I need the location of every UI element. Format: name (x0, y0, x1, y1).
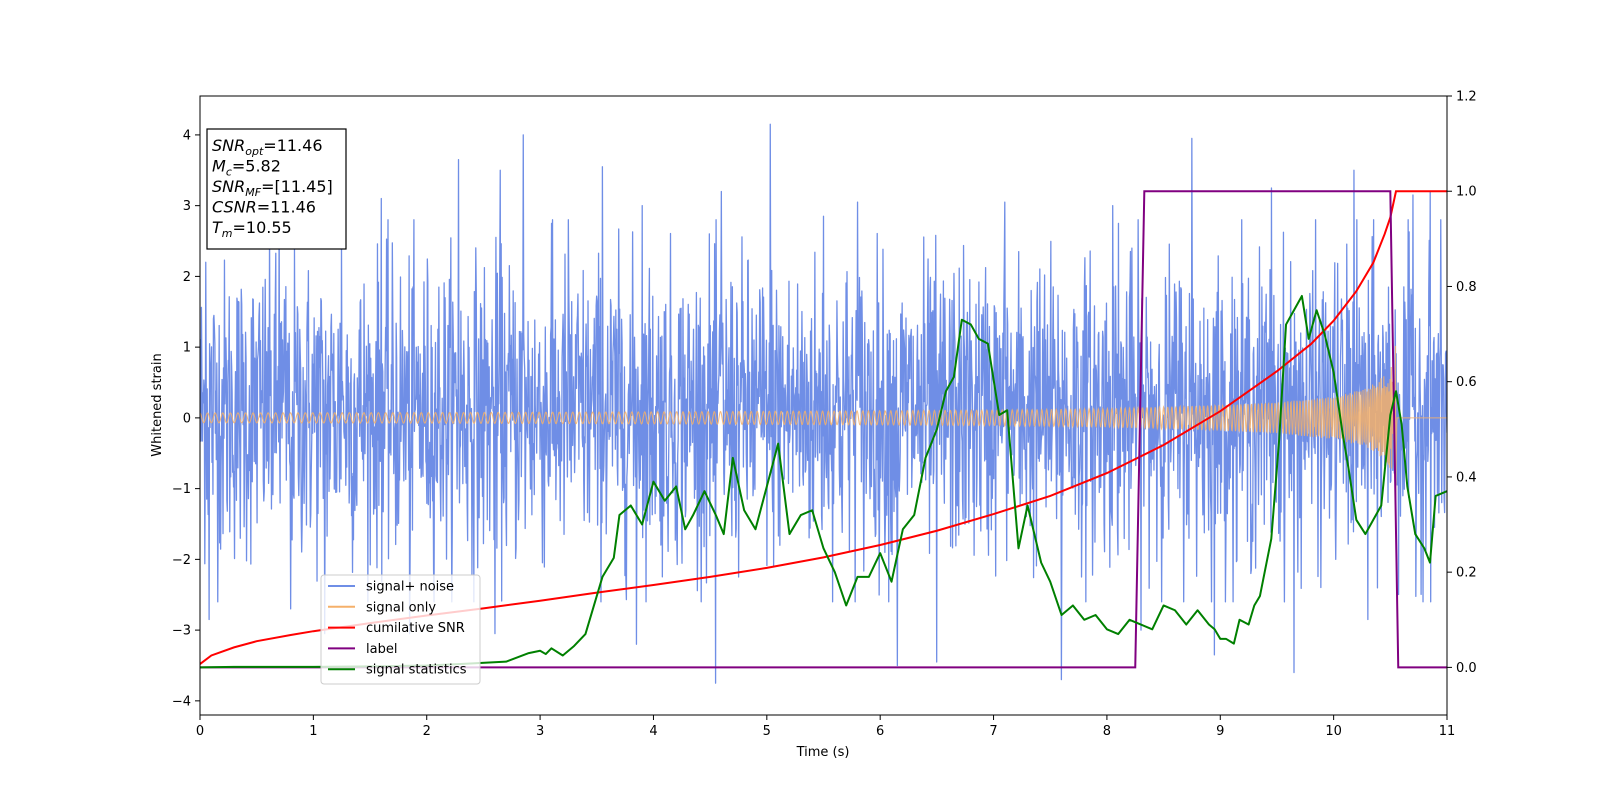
y2-tick-label: 1.2 (1456, 90, 1477, 105)
y-tick-label: 2 (183, 270, 191, 285)
y2-tick-label: 0.6 (1456, 375, 1477, 390)
y-axis-label: Whitened strain (150, 353, 165, 456)
y-tick-label: 3 (183, 199, 191, 214)
y-tick-label: 4 (183, 128, 191, 143)
legend-entry-label: signal+ noise (366, 580, 454, 595)
x-tick-label: 7 (989, 724, 997, 739)
y2-tick-label: 0.0 (1456, 661, 1477, 676)
x-tick-label: 3 (536, 724, 544, 739)
x-tick-label: 11 (1439, 724, 1456, 739)
x-tick-label: 0 (196, 724, 204, 739)
y-tick-label: −1 (172, 482, 191, 497)
y2-tick-label: 0.4 (1456, 470, 1477, 485)
y-tick-label: −3 (172, 624, 191, 639)
x-tick-label: 1 (309, 724, 317, 739)
legend-entry-label: signal only (366, 600, 436, 615)
series-signal-noise (200, 123, 1447, 684)
annotation-line: CSNR=11.46 (212, 198, 316, 217)
legend-entry-label: signal statistics (366, 663, 467, 678)
y-tick-label: −2 (172, 553, 191, 568)
y-tick-label: −4 (172, 694, 191, 709)
legend-entry-label: label (366, 642, 397, 657)
series-signal-only (200, 345, 1447, 500)
x-tick-label: 5 (763, 724, 771, 739)
series-signal-statistics (200, 294, 1447, 669)
y-axis: −4 −3 −2 −1 0 1 2 3 4 (172, 128, 200, 709)
x-tick-label: 10 (1325, 724, 1342, 739)
x-axis-label: Time (s) (796, 745, 850, 760)
y2-tick-label: 0.2 (1456, 566, 1477, 581)
legend-entry-label: cumilative SNR (366, 621, 465, 636)
y2-tick-label: 0.8 (1456, 280, 1477, 295)
annotation-line: Tm=10.55 (212, 218, 292, 240)
x-axis: 0 1 2 3 4 5 6 7 8 9 10 11 (196, 715, 1455, 739)
x-tick-label: 9 (1216, 724, 1224, 739)
plot-area (200, 123, 1447, 684)
annotation-line: SNRopt=11.46 (212, 136, 323, 158)
y2-tick-label: 1.0 (1456, 185, 1477, 200)
y-tick-label: 0 (183, 411, 191, 426)
x-tick-label: 8 (1103, 724, 1111, 739)
stats-annotation-box: SNRopt=11.46Mc=5.82SNRMF=[11.45]CSNR=11.… (206, 128, 347, 250)
x-tick-label: 6 (876, 724, 884, 739)
series-cumulative-snr (200, 190, 1447, 665)
annotation-line: SNRMF=[11.45] (212, 177, 333, 199)
annotation-box (206, 128, 347, 250)
x-tick-label: 2 (423, 724, 431, 739)
legend: signal+ noise signal only cumilative SNR la… (320, 574, 481, 685)
y2-axis: 0.0 0.2 0.4 0.6 0.8 1.0 1.2 (1447, 90, 1477, 676)
axes-frame (199, 95, 1448, 716)
y-tick-label: 1 (183, 341, 191, 356)
x-tick-label: 4 (649, 724, 657, 739)
annotation-line: Mc=5.82 (212, 157, 281, 179)
series-label (200, 190, 1447, 669)
legend-frame (320, 574, 481, 685)
